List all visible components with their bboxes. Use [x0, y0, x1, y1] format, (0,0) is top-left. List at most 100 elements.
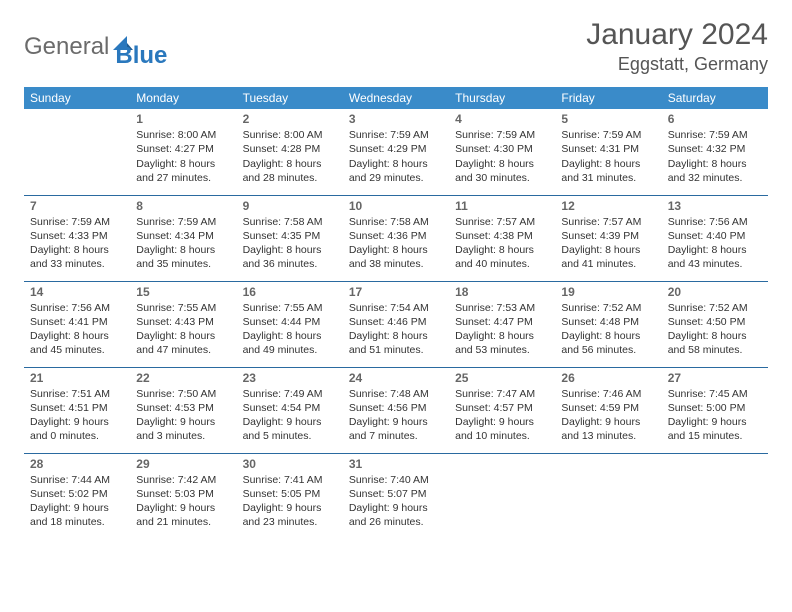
daylight-text: Daylight: 9 hours — [30, 501, 124, 515]
daylight-text: and 23 minutes. — [243, 515, 337, 529]
daylight-text: Daylight: 9 hours — [243, 415, 337, 429]
daylight-text: and 36 minutes. — [243, 257, 337, 271]
daylight-text: Daylight: 8 hours — [136, 243, 230, 257]
calendar-day-cell: 23Sunrise: 7:49 AMSunset: 4:54 PMDayligh… — [237, 367, 343, 453]
calendar-day-cell: 3Sunrise: 7:59 AMSunset: 4:29 PMDaylight… — [343, 109, 449, 195]
daylight-text: Daylight: 8 hours — [349, 329, 443, 343]
day-number: 25 — [455, 370, 549, 386]
sunset-text: Sunset: 4:51 PM — [30, 401, 124, 415]
day-number: 9 — [243, 198, 337, 214]
calendar-week-row: 7Sunrise: 7:59 AMSunset: 4:33 PMDaylight… — [24, 195, 768, 281]
day-number: 24 — [349, 370, 443, 386]
day-number: 19 — [561, 284, 655, 300]
sunrise-text: Sunrise: 7:59 AM — [455, 128, 549, 142]
sunset-text: Sunset: 5:03 PM — [136, 487, 230, 501]
calendar-day-cell: 7Sunrise: 7:59 AMSunset: 4:33 PMDaylight… — [24, 195, 130, 281]
calendar-day-cell: 1Sunrise: 8:00 AMSunset: 4:27 PMDaylight… — [130, 109, 236, 195]
sunset-text: Sunset: 5:00 PM — [668, 401, 762, 415]
sunset-text: Sunset: 4:38 PM — [455, 229, 549, 243]
sunset-text: Sunset: 4:48 PM — [561, 315, 655, 329]
daylight-text: and 41 minutes. — [561, 257, 655, 271]
daylight-text: Daylight: 9 hours — [561, 415, 655, 429]
daylight-text: and 53 minutes. — [455, 343, 549, 357]
title-block: January 2024 Eggstatt, Germany — [586, 18, 768, 75]
calendar-day-cell: 16Sunrise: 7:55 AMSunset: 4:44 PMDayligh… — [237, 281, 343, 367]
calendar-day-cell: 15Sunrise: 7:55 AMSunset: 4:43 PMDayligh… — [130, 281, 236, 367]
sunset-text: Sunset: 4:36 PM — [349, 229, 443, 243]
calendar-week-row: 21Sunrise: 7:51 AMSunset: 4:51 PMDayligh… — [24, 367, 768, 453]
daylight-text: and 18 minutes. — [30, 515, 124, 529]
daylight-text: and 51 minutes. — [349, 343, 443, 357]
day-number: 11 — [455, 198, 549, 214]
sunrise-text: Sunrise: 7:51 AM — [30, 387, 124, 401]
calendar-empty-cell — [24, 109, 130, 195]
daylight-text: and 35 minutes. — [136, 257, 230, 271]
weekday-header: Monday — [130, 87, 236, 109]
daylight-text: and 45 minutes. — [30, 343, 124, 357]
daylight-text: and 7 minutes. — [349, 429, 443, 443]
day-number: 8 — [136, 198, 230, 214]
daylight-text: Daylight: 8 hours — [136, 157, 230, 171]
calendar-day-cell: 19Sunrise: 7:52 AMSunset: 4:48 PMDayligh… — [555, 281, 661, 367]
calendar-day-cell: 8Sunrise: 7:59 AMSunset: 4:34 PMDaylight… — [130, 195, 236, 281]
sunrise-text: Sunrise: 7:53 AM — [455, 301, 549, 315]
sunrise-text: Sunrise: 7:45 AM — [668, 387, 762, 401]
day-number: 14 — [30, 284, 124, 300]
sunset-text: Sunset: 4:35 PM — [243, 229, 337, 243]
daylight-text: and 27 minutes. — [136, 171, 230, 185]
daylight-text: and 58 minutes. — [668, 343, 762, 357]
daylight-text: Daylight: 8 hours — [455, 243, 549, 257]
daylight-text: Daylight: 8 hours — [455, 157, 549, 171]
sunset-text: Sunset: 4:33 PM — [30, 229, 124, 243]
sunrise-text: Sunrise: 7:52 AM — [668, 301, 762, 315]
day-number: 29 — [136, 456, 230, 472]
calendar-day-cell: 18Sunrise: 7:53 AMSunset: 4:47 PMDayligh… — [449, 281, 555, 367]
day-number: 12 — [561, 198, 655, 214]
sunset-text: Sunset: 4:43 PM — [136, 315, 230, 329]
day-number: 4 — [455, 111, 549, 127]
day-number: 18 — [455, 284, 549, 300]
sunrise-text: Sunrise: 7:55 AM — [243, 301, 337, 315]
sunrise-text: Sunrise: 7:59 AM — [668, 128, 762, 142]
sunset-text: Sunset: 4:28 PM — [243, 142, 337, 156]
daylight-text: Daylight: 9 hours — [30, 415, 124, 429]
daylight-text: Daylight: 9 hours — [668, 415, 762, 429]
sunrise-text: Sunrise: 7:54 AM — [349, 301, 443, 315]
sunset-text: Sunset: 4:59 PM — [561, 401, 655, 415]
daylight-text: and 56 minutes. — [561, 343, 655, 357]
daylight-text: and 3 minutes. — [136, 429, 230, 443]
daylight-text: Daylight: 8 hours — [243, 329, 337, 343]
sunrise-text: Sunrise: 8:00 AM — [243, 128, 337, 142]
daylight-text: Daylight: 9 hours — [349, 501, 443, 515]
daylight-text: and 33 minutes. — [30, 257, 124, 271]
sunset-text: Sunset: 4:54 PM — [243, 401, 337, 415]
daylight-text: Daylight: 8 hours — [561, 157, 655, 171]
sunrise-text: Sunrise: 7:50 AM — [136, 387, 230, 401]
sunrise-text: Sunrise: 7:44 AM — [30, 473, 124, 487]
calendar-day-cell: 4Sunrise: 7:59 AMSunset: 4:30 PMDaylight… — [449, 109, 555, 195]
daylight-text: and 40 minutes. — [455, 257, 549, 271]
calendar-day-cell: 30Sunrise: 7:41 AMSunset: 5:05 PMDayligh… — [237, 453, 343, 539]
day-number: 3 — [349, 111, 443, 127]
day-number: 27 — [668, 370, 762, 386]
day-number: 26 — [561, 370, 655, 386]
day-number: 21 — [30, 370, 124, 386]
day-number: 16 — [243, 284, 337, 300]
sunrise-text: Sunrise: 7:56 AM — [668, 215, 762, 229]
sunset-text: Sunset: 4:44 PM — [243, 315, 337, 329]
calendar-day-cell: 11Sunrise: 7:57 AMSunset: 4:38 PMDayligh… — [449, 195, 555, 281]
sunset-text: Sunset: 4:53 PM — [136, 401, 230, 415]
day-number: 13 — [668, 198, 762, 214]
daylight-text: Daylight: 8 hours — [668, 329, 762, 343]
daylight-text: Daylight: 9 hours — [243, 501, 337, 515]
sunset-text: Sunset: 4:39 PM — [561, 229, 655, 243]
sunset-text: Sunset: 5:05 PM — [243, 487, 337, 501]
weekday-header-row: SundayMondayTuesdayWednesdayThursdayFrid… — [24, 87, 768, 109]
day-number: 5 — [561, 111, 655, 127]
daylight-text: Daylight: 9 hours — [349, 415, 443, 429]
daylight-text: and 10 minutes. — [455, 429, 549, 443]
daylight-text: and 47 minutes. — [136, 343, 230, 357]
daylight-text: and 32 minutes. — [668, 171, 762, 185]
calendar-day-cell: 25Sunrise: 7:47 AMSunset: 4:57 PMDayligh… — [449, 367, 555, 453]
weekday-header: Sunday — [24, 87, 130, 109]
